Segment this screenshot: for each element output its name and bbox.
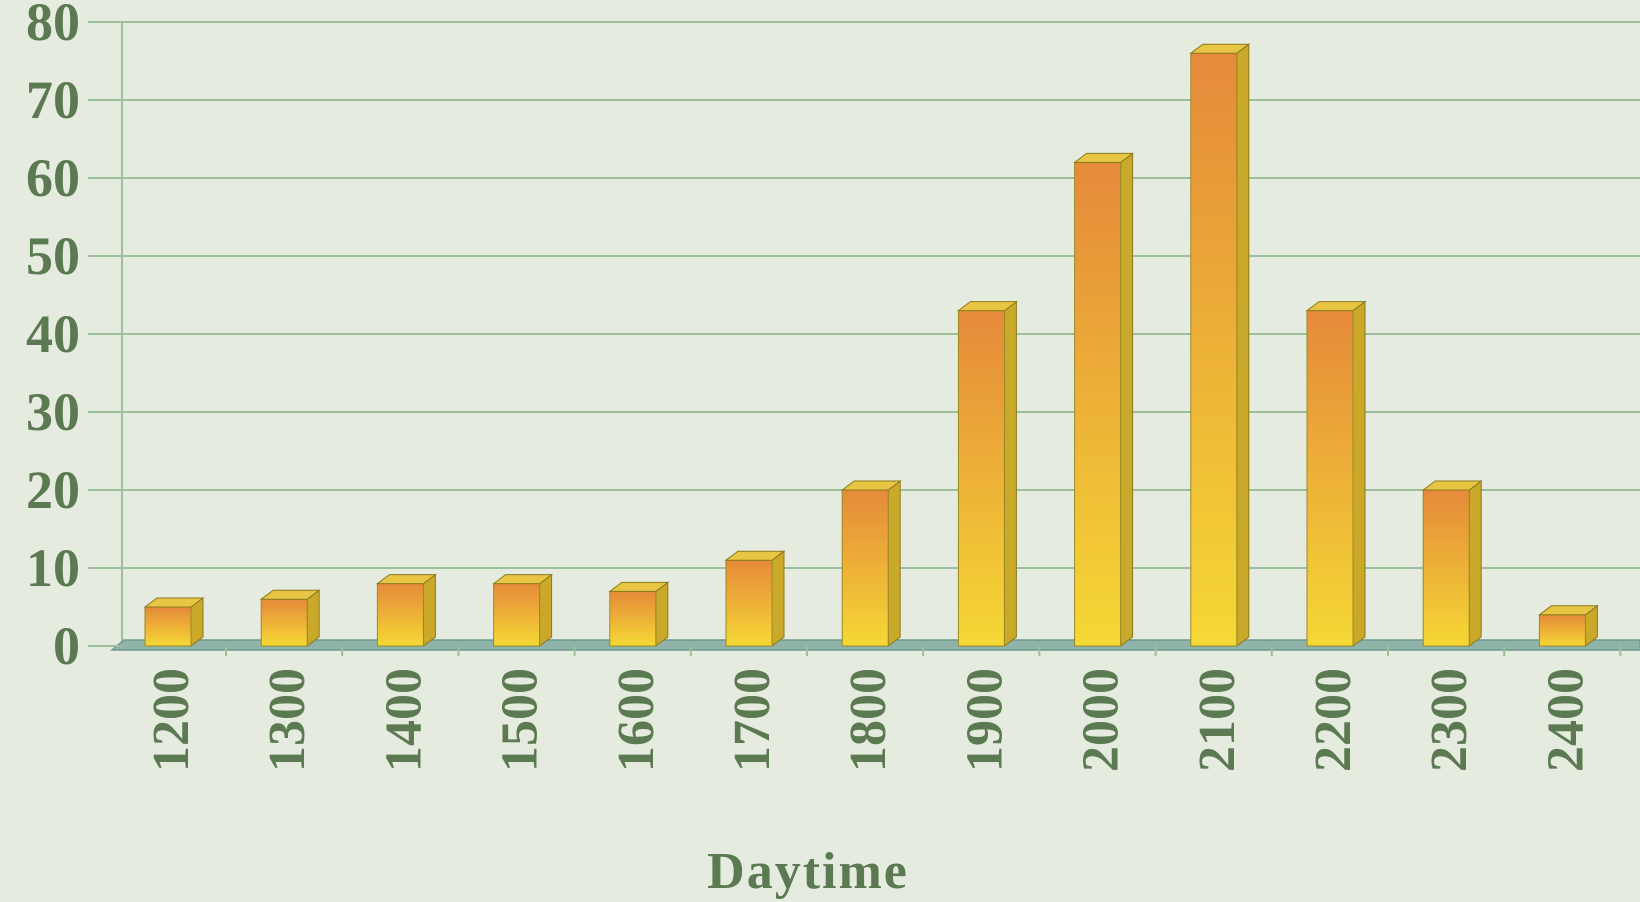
bar-top xyxy=(840,480,902,491)
y-tick-label: 0 xyxy=(53,616,80,676)
bar xyxy=(840,480,902,647)
y-tick-label: 50 xyxy=(26,226,80,286)
bar xyxy=(724,550,786,647)
y-tick-label: 80 xyxy=(26,0,80,52)
y-tick-label: 70 xyxy=(26,70,80,130)
y-axis-ticks: 0 10 20 30 40 50 60 70 80 xyxy=(26,0,122,676)
bar xyxy=(1189,43,1251,647)
x-tick-label: 1900 xyxy=(956,668,1013,772)
bar xyxy=(143,597,205,647)
bar xyxy=(956,300,1018,647)
bar-front xyxy=(144,606,192,647)
x-axis-label: Daytime xyxy=(707,843,909,900)
bar-top xyxy=(492,574,554,585)
y-tick-label: 40 xyxy=(26,304,80,364)
x-tick-label: 1500 xyxy=(492,668,549,772)
bar-front xyxy=(1306,310,1354,647)
bar-top xyxy=(143,597,205,608)
bar xyxy=(608,581,670,647)
x-tick-label: 2200 xyxy=(1305,668,1362,772)
bar-side xyxy=(539,573,553,647)
bar-side xyxy=(1352,300,1366,647)
bar-top xyxy=(375,574,437,585)
x-tick-label: 2400 xyxy=(1537,668,1594,772)
bar-top xyxy=(1305,301,1367,312)
bar-top xyxy=(608,581,670,592)
bar-top xyxy=(1537,605,1599,616)
y-tick-label: 30 xyxy=(26,382,80,442)
bar-side xyxy=(1236,43,1250,647)
bar-front xyxy=(260,598,308,647)
bar-front xyxy=(725,559,773,647)
bar-side xyxy=(306,589,320,647)
bar-top xyxy=(1421,480,1483,491)
x-tick-label: 1400 xyxy=(375,668,432,772)
x-tick-label: 1600 xyxy=(608,668,665,772)
bar-top xyxy=(724,550,786,561)
bar-side xyxy=(887,480,901,647)
bar xyxy=(1073,152,1135,647)
bar-side xyxy=(1003,300,1017,647)
bars xyxy=(143,43,1599,647)
bar-front xyxy=(609,590,657,647)
bar-top xyxy=(1073,152,1135,163)
bar-front xyxy=(493,583,541,647)
x-tick-label: 1800 xyxy=(840,668,897,772)
bar-top xyxy=(1189,43,1251,54)
bar-front xyxy=(957,310,1005,647)
bar xyxy=(259,589,321,647)
y-tick-label: 60 xyxy=(26,148,80,208)
x-tick-label: 1700 xyxy=(724,668,781,772)
bar-front xyxy=(841,489,889,647)
x-tick-label: 2300 xyxy=(1421,668,1478,772)
x-tick-label: 2100 xyxy=(1189,668,1246,772)
bar-side xyxy=(655,581,669,647)
bar-side xyxy=(771,550,785,647)
gridlines xyxy=(121,21,1640,646)
bar-top xyxy=(956,301,1018,312)
bar-front xyxy=(1074,161,1122,647)
bar-top xyxy=(259,589,321,600)
bar-side xyxy=(1120,152,1134,647)
bar-front xyxy=(376,583,424,647)
bar-side xyxy=(1468,480,1482,647)
bar xyxy=(1537,604,1599,647)
bar xyxy=(1421,480,1483,647)
x-tick-label: 2000 xyxy=(1073,668,1130,772)
bar-front xyxy=(1422,489,1470,647)
y-tick-label: 20 xyxy=(26,460,80,520)
bar xyxy=(492,573,554,647)
bar-side xyxy=(422,573,436,647)
bar xyxy=(375,573,437,647)
bar-front xyxy=(1190,52,1238,647)
x-tick-label: 1200 xyxy=(143,668,200,772)
bar xyxy=(1305,300,1367,647)
y-tick-label: 10 xyxy=(26,538,80,598)
x-tick-label: 1300 xyxy=(259,668,316,772)
bar-front xyxy=(1538,614,1586,647)
x-axis-ticks: 1200 1300 1400 1500 1600 1700 1800 1900 2000 2100… xyxy=(143,646,1622,772)
